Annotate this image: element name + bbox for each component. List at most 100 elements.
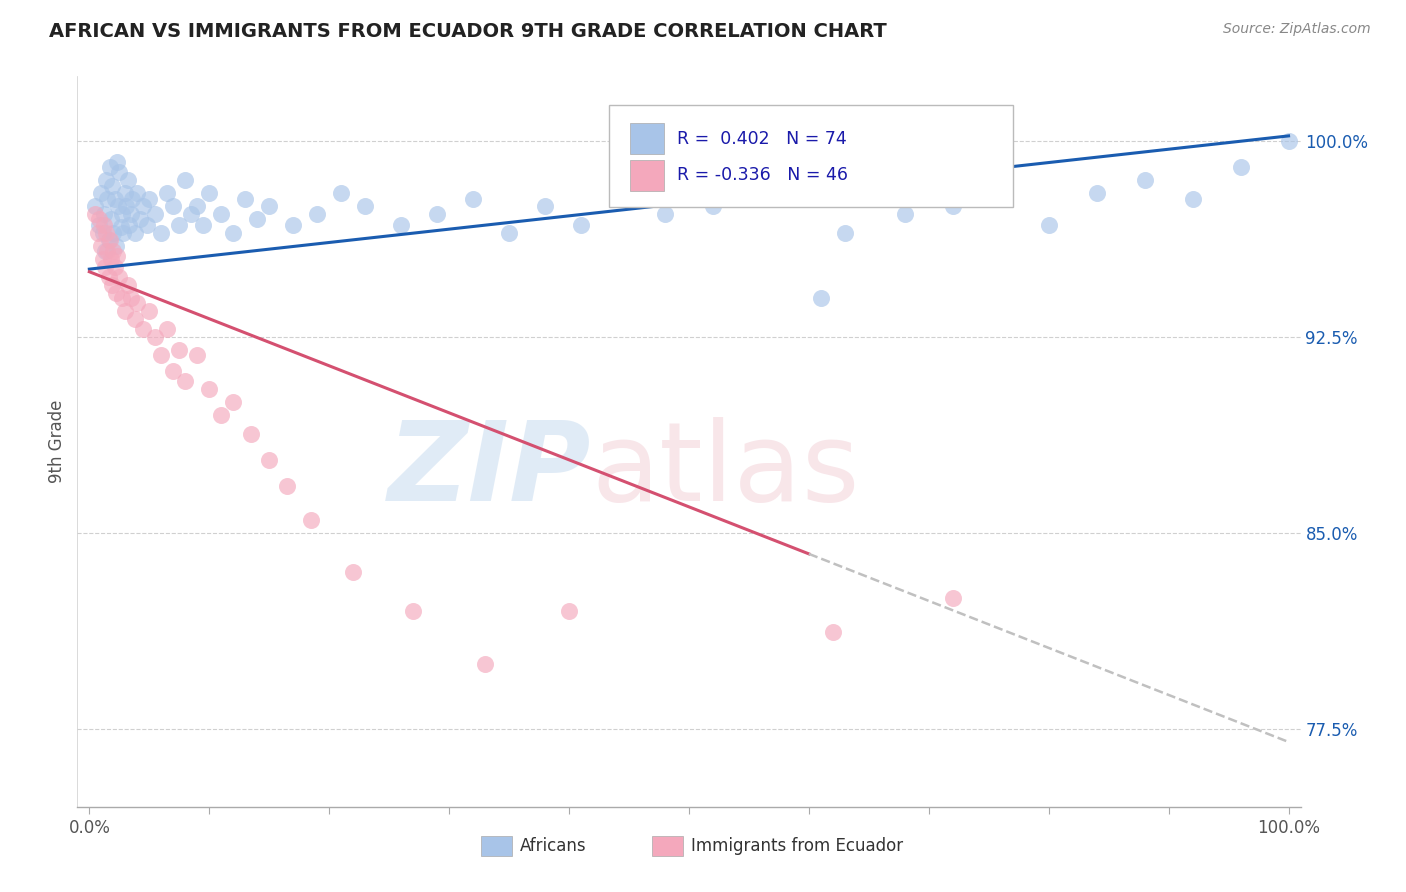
- Point: [209, 409, 232, 423]
- Point: [150, 348, 173, 362]
- Point: [143, 207, 166, 221]
- Point: [124, 226, 146, 240]
- Text: AFRICAN VS IMMIGRANTS FROM ECUADOR 9TH GRADE CORRELATION CHART: AFRICAN VS IMMIGRANTS FROM ECUADOR 9TH G…: [49, 22, 887, 41]
- Point: [110, 220, 132, 235]
- Point: [162, 199, 184, 213]
- Point: [91, 226, 114, 240]
- Point: [162, 364, 184, 378]
- Point: [209, 207, 232, 221]
- Point: [942, 199, 965, 213]
- Point: [121, 192, 143, 206]
- Point: [276, 479, 298, 493]
- Point: [120, 207, 142, 221]
- Point: [105, 155, 128, 169]
- Point: [534, 199, 557, 213]
- Text: atlas: atlas: [591, 417, 859, 524]
- Point: [990, 192, 1012, 206]
- Point: [104, 238, 127, 252]
- Text: Immigrants from Ecuador: Immigrants from Ecuador: [692, 837, 904, 855]
- Point: [87, 218, 110, 232]
- Point: [749, 192, 772, 206]
- Point: [702, 199, 724, 213]
- Point: [96, 244, 118, 258]
- Point: [858, 186, 880, 201]
- Point: [138, 192, 160, 206]
- Point: [96, 192, 118, 206]
- Point: [104, 285, 127, 300]
- Point: [283, 218, 305, 232]
- Point: [98, 161, 121, 175]
- Point: [257, 453, 280, 467]
- Point: [402, 604, 425, 618]
- Point: [810, 291, 832, 305]
- Point: [108, 269, 131, 284]
- Text: R =  0.402   N = 74: R = 0.402 N = 74: [676, 129, 846, 148]
- Point: [222, 395, 245, 409]
- Point: [115, 199, 138, 213]
- Point: [307, 207, 329, 221]
- Point: [91, 252, 114, 266]
- Point: [569, 218, 592, 232]
- Point: [103, 244, 125, 258]
- Point: [107, 199, 129, 213]
- Point: [1038, 218, 1060, 232]
- Point: [84, 207, 107, 221]
- FancyBboxPatch shape: [609, 105, 1014, 208]
- Point: [111, 291, 134, 305]
- Point: [474, 657, 496, 671]
- Point: [100, 212, 122, 227]
- Point: [174, 173, 197, 187]
- Bar: [652, 836, 683, 856]
- Point: [90, 238, 112, 252]
- Text: R = -0.336   N = 46: R = -0.336 N = 46: [676, 166, 848, 185]
- Point: [87, 212, 110, 227]
- Point: [101, 277, 124, 292]
- Point: [114, 304, 136, 318]
- Point: [894, 207, 917, 221]
- Point: [111, 207, 134, 221]
- Point: [108, 165, 131, 179]
- Bar: [630, 123, 665, 154]
- Point: [198, 186, 221, 201]
- Point: [342, 565, 364, 579]
- Point: [94, 244, 117, 258]
- Point: [97, 269, 120, 284]
- Point: [93, 218, 115, 232]
- Point: [1229, 161, 1251, 175]
- Y-axis label: 9th Grade: 9th Grade: [48, 400, 66, 483]
- Point: [1133, 173, 1156, 187]
- Bar: [630, 160, 665, 191]
- Point: [111, 226, 134, 240]
- Point: [330, 186, 353, 201]
- Point: [354, 199, 377, 213]
- Point: [834, 226, 856, 240]
- Point: [821, 625, 844, 640]
- Point: [174, 375, 197, 389]
- Point: [97, 233, 120, 247]
- Point: [93, 207, 115, 221]
- Point: [498, 226, 520, 240]
- Point: [117, 173, 139, 187]
- Point: [1277, 134, 1299, 148]
- Point: [222, 226, 245, 240]
- Point: [103, 260, 125, 274]
- Point: [1181, 192, 1204, 206]
- Point: [84, 199, 107, 213]
- Point: [117, 277, 139, 292]
- Point: [132, 322, 155, 336]
- Point: [128, 212, 150, 227]
- Point: [103, 226, 125, 240]
- Point: [120, 291, 142, 305]
- Point: [98, 233, 121, 247]
- Point: [118, 218, 141, 232]
- Point: [193, 218, 215, 232]
- Text: Source: ZipAtlas.com: Source: ZipAtlas.com: [1223, 22, 1371, 37]
- Point: [103, 192, 125, 206]
- Point: [246, 212, 269, 227]
- Point: [617, 186, 640, 201]
- Point: [105, 249, 128, 263]
- Point: [100, 252, 122, 266]
- Point: [143, 330, 166, 344]
- Point: [156, 322, 179, 336]
- Point: [101, 178, 124, 193]
